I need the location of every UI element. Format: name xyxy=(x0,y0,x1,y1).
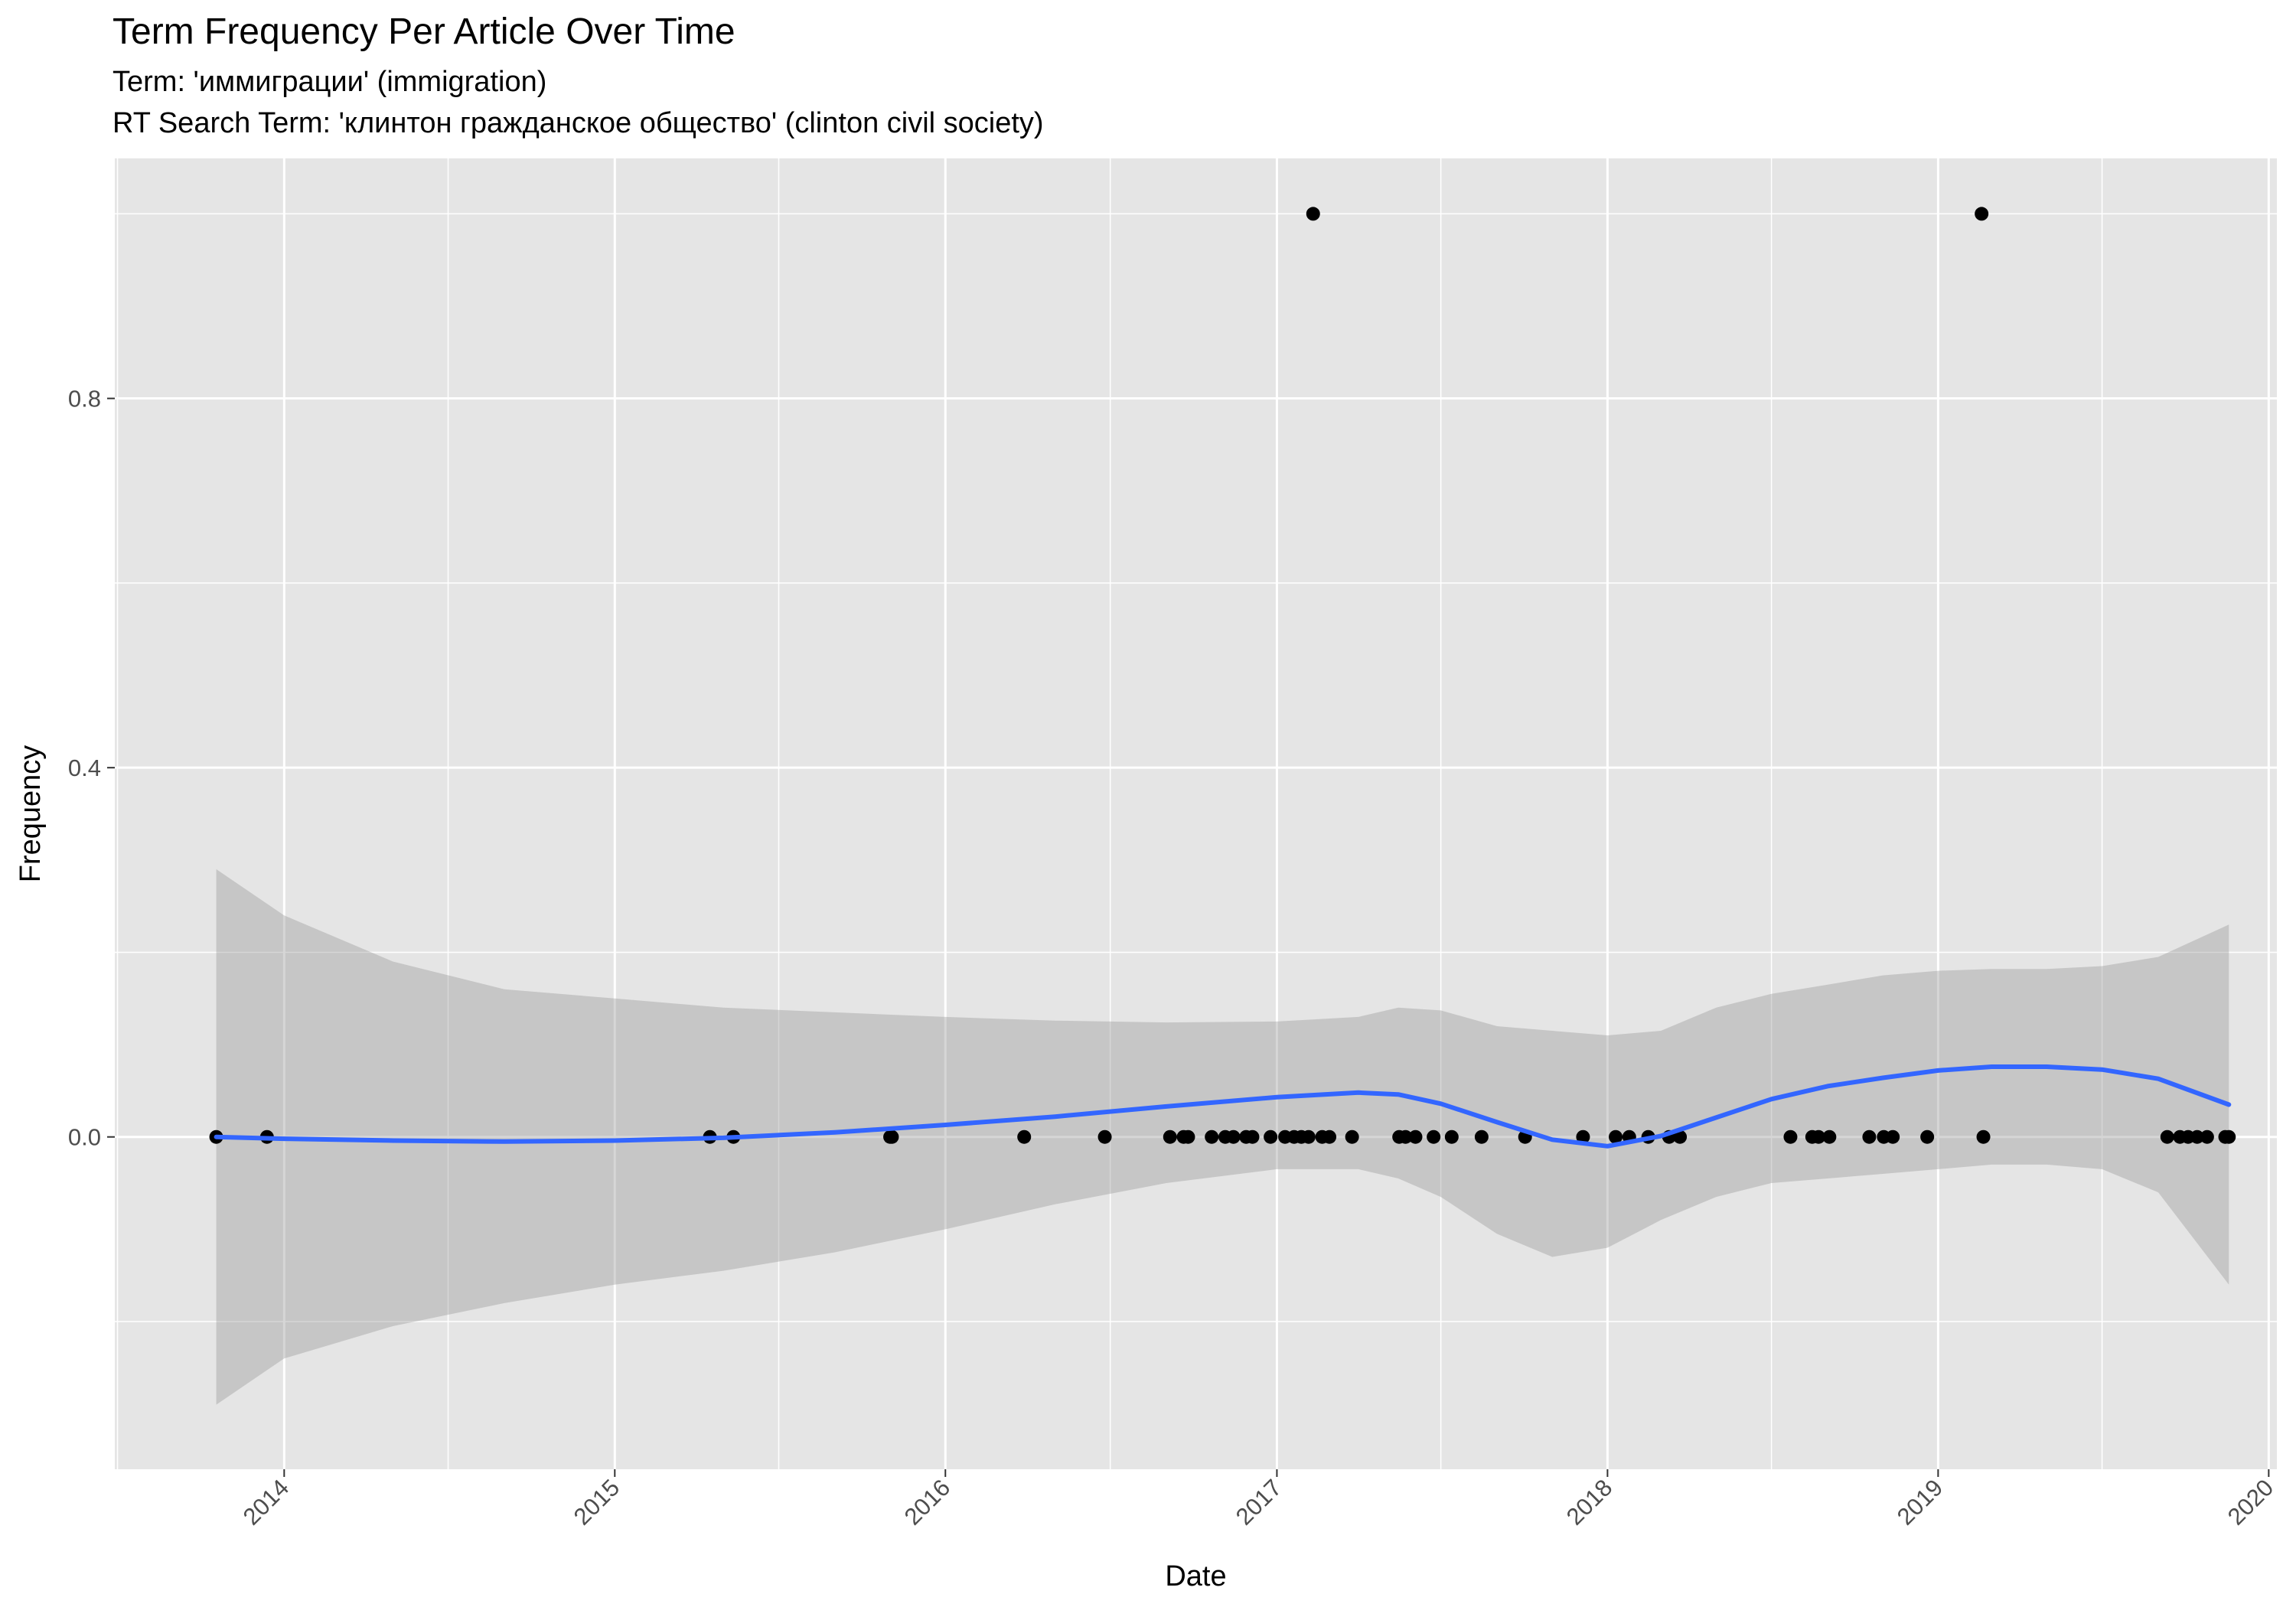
data-point xyxy=(1245,1129,1260,1144)
chart-subtitle-search-term: RT Search Term: 'клинтон гражданское общ… xyxy=(113,107,1044,139)
plot-panel xyxy=(115,158,2277,1469)
data-point xyxy=(1975,207,1989,221)
data-point xyxy=(1920,1129,1935,1144)
data-point xyxy=(1017,1129,1032,1144)
chart-title: Term Frequency Per Article Over Time xyxy=(113,11,735,52)
data-point xyxy=(1427,1129,1441,1144)
y-tick-label: 0.4 xyxy=(68,755,101,781)
data-point xyxy=(2190,1129,2204,1144)
data-point xyxy=(1862,1129,1877,1144)
x-tick-label: 2017 xyxy=(1231,1474,1287,1530)
x-tick-label: 2019 xyxy=(1892,1474,1949,1530)
data-point xyxy=(1163,1129,1177,1144)
data-point xyxy=(2200,1129,2214,1144)
data-point xyxy=(1886,1129,1900,1144)
x-tick-label: 2018 xyxy=(1561,1474,1618,1530)
data-point xyxy=(1783,1129,1798,1144)
data-point xyxy=(1345,1129,1359,1144)
grid-minor xyxy=(115,158,2277,1469)
grid-major xyxy=(115,158,2277,1469)
x-tick-label: 2016 xyxy=(899,1474,956,1530)
data-point xyxy=(1301,1129,1316,1144)
data-point xyxy=(1976,1129,1991,1144)
data-point xyxy=(1322,1129,1337,1144)
data-point xyxy=(1812,1129,1826,1144)
data-point xyxy=(2160,1129,2174,1144)
data-point xyxy=(1097,1129,1112,1144)
data-point xyxy=(1226,1129,1241,1144)
chart-subtitle-term: Term: 'иммиграции' (immigration) xyxy=(113,66,547,98)
data-point xyxy=(1264,1129,1278,1144)
data-point xyxy=(1609,1129,1623,1144)
x-tick-label: 2020 xyxy=(2223,1474,2279,1530)
data-point xyxy=(1673,1129,1688,1144)
y-axis-title: Frequency xyxy=(15,745,47,883)
x-axis: 2014 2015 2016 2017 2018 2019 2020 xyxy=(238,1469,2279,1530)
x-axis-title: Date xyxy=(1165,1560,1226,1592)
data-point xyxy=(1306,207,1320,221)
y-axis: 0.0 0.4 0.8 xyxy=(68,386,115,1151)
data-point xyxy=(1822,1129,1837,1144)
data-point xyxy=(1576,1129,1590,1144)
data-point xyxy=(885,1129,899,1144)
x-tick-label: 2014 xyxy=(238,1474,295,1530)
data-point xyxy=(1408,1129,1423,1144)
data-point xyxy=(1181,1129,1195,1144)
y-tick-label: 0.0 xyxy=(68,1124,101,1151)
smooth-line xyxy=(214,1064,2232,1149)
y-tick-label: 0.8 xyxy=(68,386,101,412)
data-point xyxy=(2222,1129,2236,1144)
x-tick-label: 2015 xyxy=(569,1474,625,1530)
data-point xyxy=(1474,1129,1489,1144)
data-point xyxy=(1444,1129,1459,1144)
data-point xyxy=(1205,1129,1219,1144)
data-point xyxy=(1398,1129,1413,1144)
